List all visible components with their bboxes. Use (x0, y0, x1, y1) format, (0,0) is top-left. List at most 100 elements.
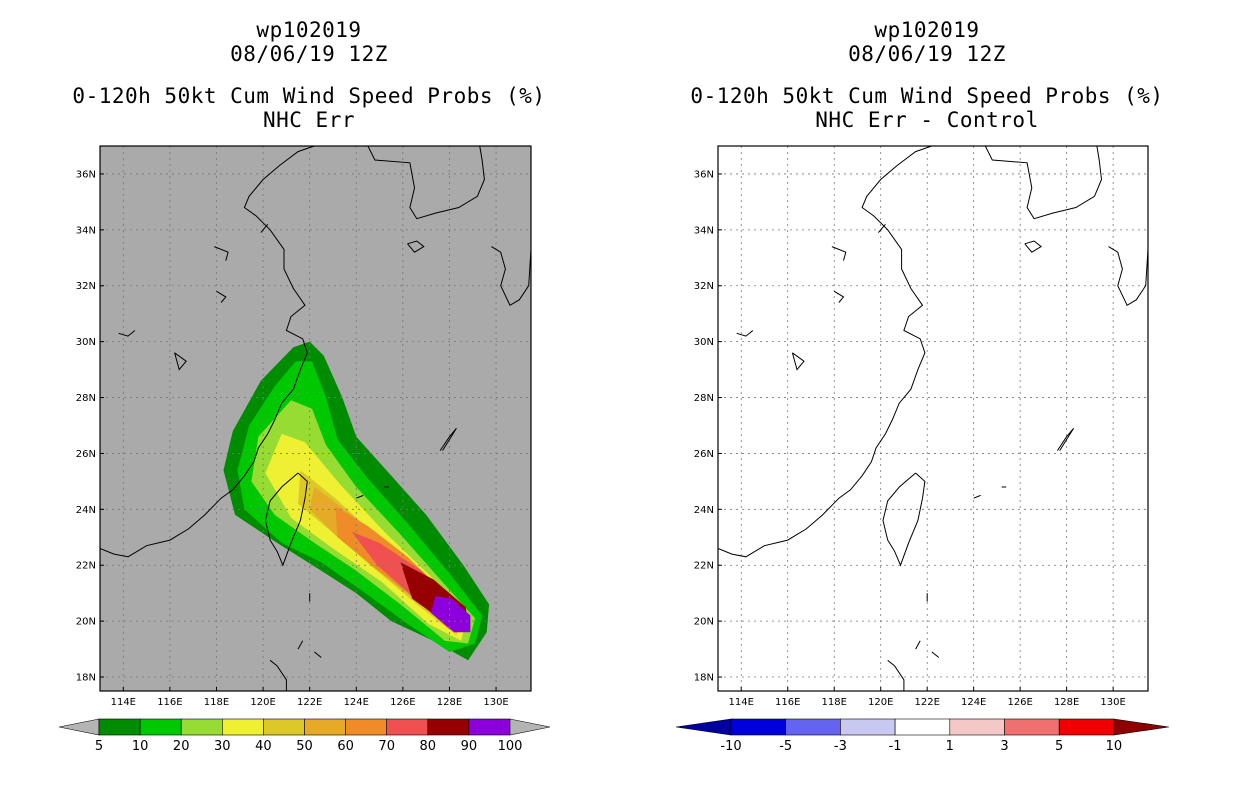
left-coastline (439, 427, 457, 451)
left-coastline (100, 146, 315, 558)
right-lon-label: 126E (1007, 697, 1032, 708)
left-coastline (297, 640, 304, 650)
left-lon-label: 128E (437, 697, 462, 708)
left-colorbar-label: 10 (132, 739, 149, 754)
left-lat-label: 36N (76, 169, 96, 180)
right-coastline (973, 494, 981, 499)
left-coastline (367, 146, 485, 220)
left-lat-label: 34N (76, 225, 96, 236)
right-colorbar-low-arrow (675, 718, 732, 736)
right-lat-label: 18N (694, 673, 714, 684)
right-colorbar-segment (949, 718, 1005, 736)
right-subtitle: NHC Err - Control (815, 108, 1039, 132)
left-product-title: 0-120h 50kt Cum Wind Speed Probs (%) (72, 84, 546, 108)
left-coastline (491, 246, 531, 307)
left-colorbar-segment (345, 718, 388, 736)
right-lat-label: 32N (694, 281, 714, 292)
left-coastline (214, 246, 229, 261)
left-coastline (260, 223, 269, 233)
right-coastline (736, 330, 754, 337)
right-product-title: 0-120h 50kt Cum Wind Speed Probs (%) (690, 84, 1164, 108)
left-colorbar-label: 50 (296, 739, 313, 754)
right-lon-label: 118E (822, 697, 847, 708)
left-colorbar-label: 70 (378, 739, 395, 754)
right-coastline (1056, 427, 1075, 451)
right-colorbar-segment (1004, 718, 1060, 736)
left-colorbar-segment (427, 718, 470, 736)
left-lat-label: 18N (76, 673, 96, 684)
left-coastline (216, 290, 227, 303)
right-colorbar-label: -5 (779, 739, 792, 754)
left-lat-label: 28N (76, 393, 96, 404)
left-colorbar-label: 100 (498, 739, 523, 754)
right-map-frame (717, 145, 1149, 692)
left-colorbar-segment (263, 718, 305, 736)
left-colorbar-segment (222, 718, 264, 736)
right-colorbar-label: -1 (889, 739, 902, 754)
right-colorbar-segment (785, 718, 841, 736)
left-lon-label: 130E (483, 697, 508, 708)
left-colorbar-segment (386, 718, 429, 736)
left-lon-label: 124E (344, 697, 369, 708)
left-colorbar-segment (98, 718, 141, 736)
left-colorbar-segment (180, 718, 223, 736)
right-coastline (931, 651, 940, 658)
left-colorbar-label: 20 (173, 739, 190, 754)
right-colorbar-label: 3 (1000, 739, 1008, 754)
left-lon-label: 126E (390, 697, 415, 708)
left-colorbar-label: 5 (95, 739, 103, 754)
left-colorbar-segment (304, 718, 346, 736)
left-subtitle: NHC Err (262, 108, 355, 132)
right-coastline (791, 352, 805, 371)
left-colorbar-segment (139, 718, 182, 736)
left-coastline (407, 240, 425, 253)
left-coastline (269, 659, 287, 691)
right-colorbar-high-arrow (1113, 718, 1169, 736)
left-lon-label: 120E (250, 697, 275, 708)
left-lat-label: 22N (76, 561, 96, 572)
right-coastline (718, 146, 932, 558)
left-coastline (174, 352, 187, 371)
right-colorbar-label: -3 (834, 739, 847, 754)
right-colorbar-segment (840, 718, 896, 736)
left-map-frame (99, 145, 532, 692)
left-lat-label: 26N (76, 449, 96, 460)
right-lat-label: 24N (694, 505, 714, 516)
left-colorbar-label: 80 (420, 739, 437, 754)
left-lon-label: 114E (111, 697, 136, 708)
right-lat-label: 36N (694, 169, 714, 180)
right-coastline (984, 146, 1103, 220)
left-coastline (118, 330, 136, 337)
right-lon-label: 116E (775, 697, 800, 708)
left-colorbar-label: 60 (337, 739, 354, 754)
left-storm-id: wp102019 (256, 18, 362, 42)
right-lon-label: 114E (729, 697, 754, 708)
right-map-background (718, 146, 1148, 691)
right-coastline (887, 659, 905, 691)
left-lon-label: 118E (204, 697, 229, 708)
left-coastline (264, 472, 308, 567)
right-lon-label: 130E (1100, 697, 1125, 708)
right-storm-id: wp102019 (874, 18, 980, 42)
left-lat-label: 30N (76, 337, 96, 348)
left-lat-label: 24N (76, 505, 96, 516)
left-colorbar-low-arrow (58, 718, 100, 736)
right-colorbar-segment (1058, 718, 1115, 736)
left-colorbar-label: 30 (214, 739, 231, 754)
right-coastline (833, 290, 845, 303)
left-lon-label: 122E (297, 697, 322, 708)
right-lat-label: 28N (694, 393, 714, 404)
left-panel-title: wp102019 08/06/19 12Z 0-120h 50kt Cum Wi… (35, 18, 583, 132)
probability-contour-90 (430, 596, 471, 633)
right-colorbar-label: 10 (1106, 739, 1123, 754)
right-coastline (831, 246, 847, 261)
right-coastline (1108, 246, 1148, 307)
right-colorbar-segment (730, 718, 787, 736)
left-lat-label: 32N (76, 281, 96, 292)
right-coastline (915, 640, 921, 650)
right-date: 08/06/19 12Z (848, 42, 1006, 66)
right-lat-label: 22N (694, 561, 714, 572)
right-lon-label: 124E (961, 697, 986, 708)
